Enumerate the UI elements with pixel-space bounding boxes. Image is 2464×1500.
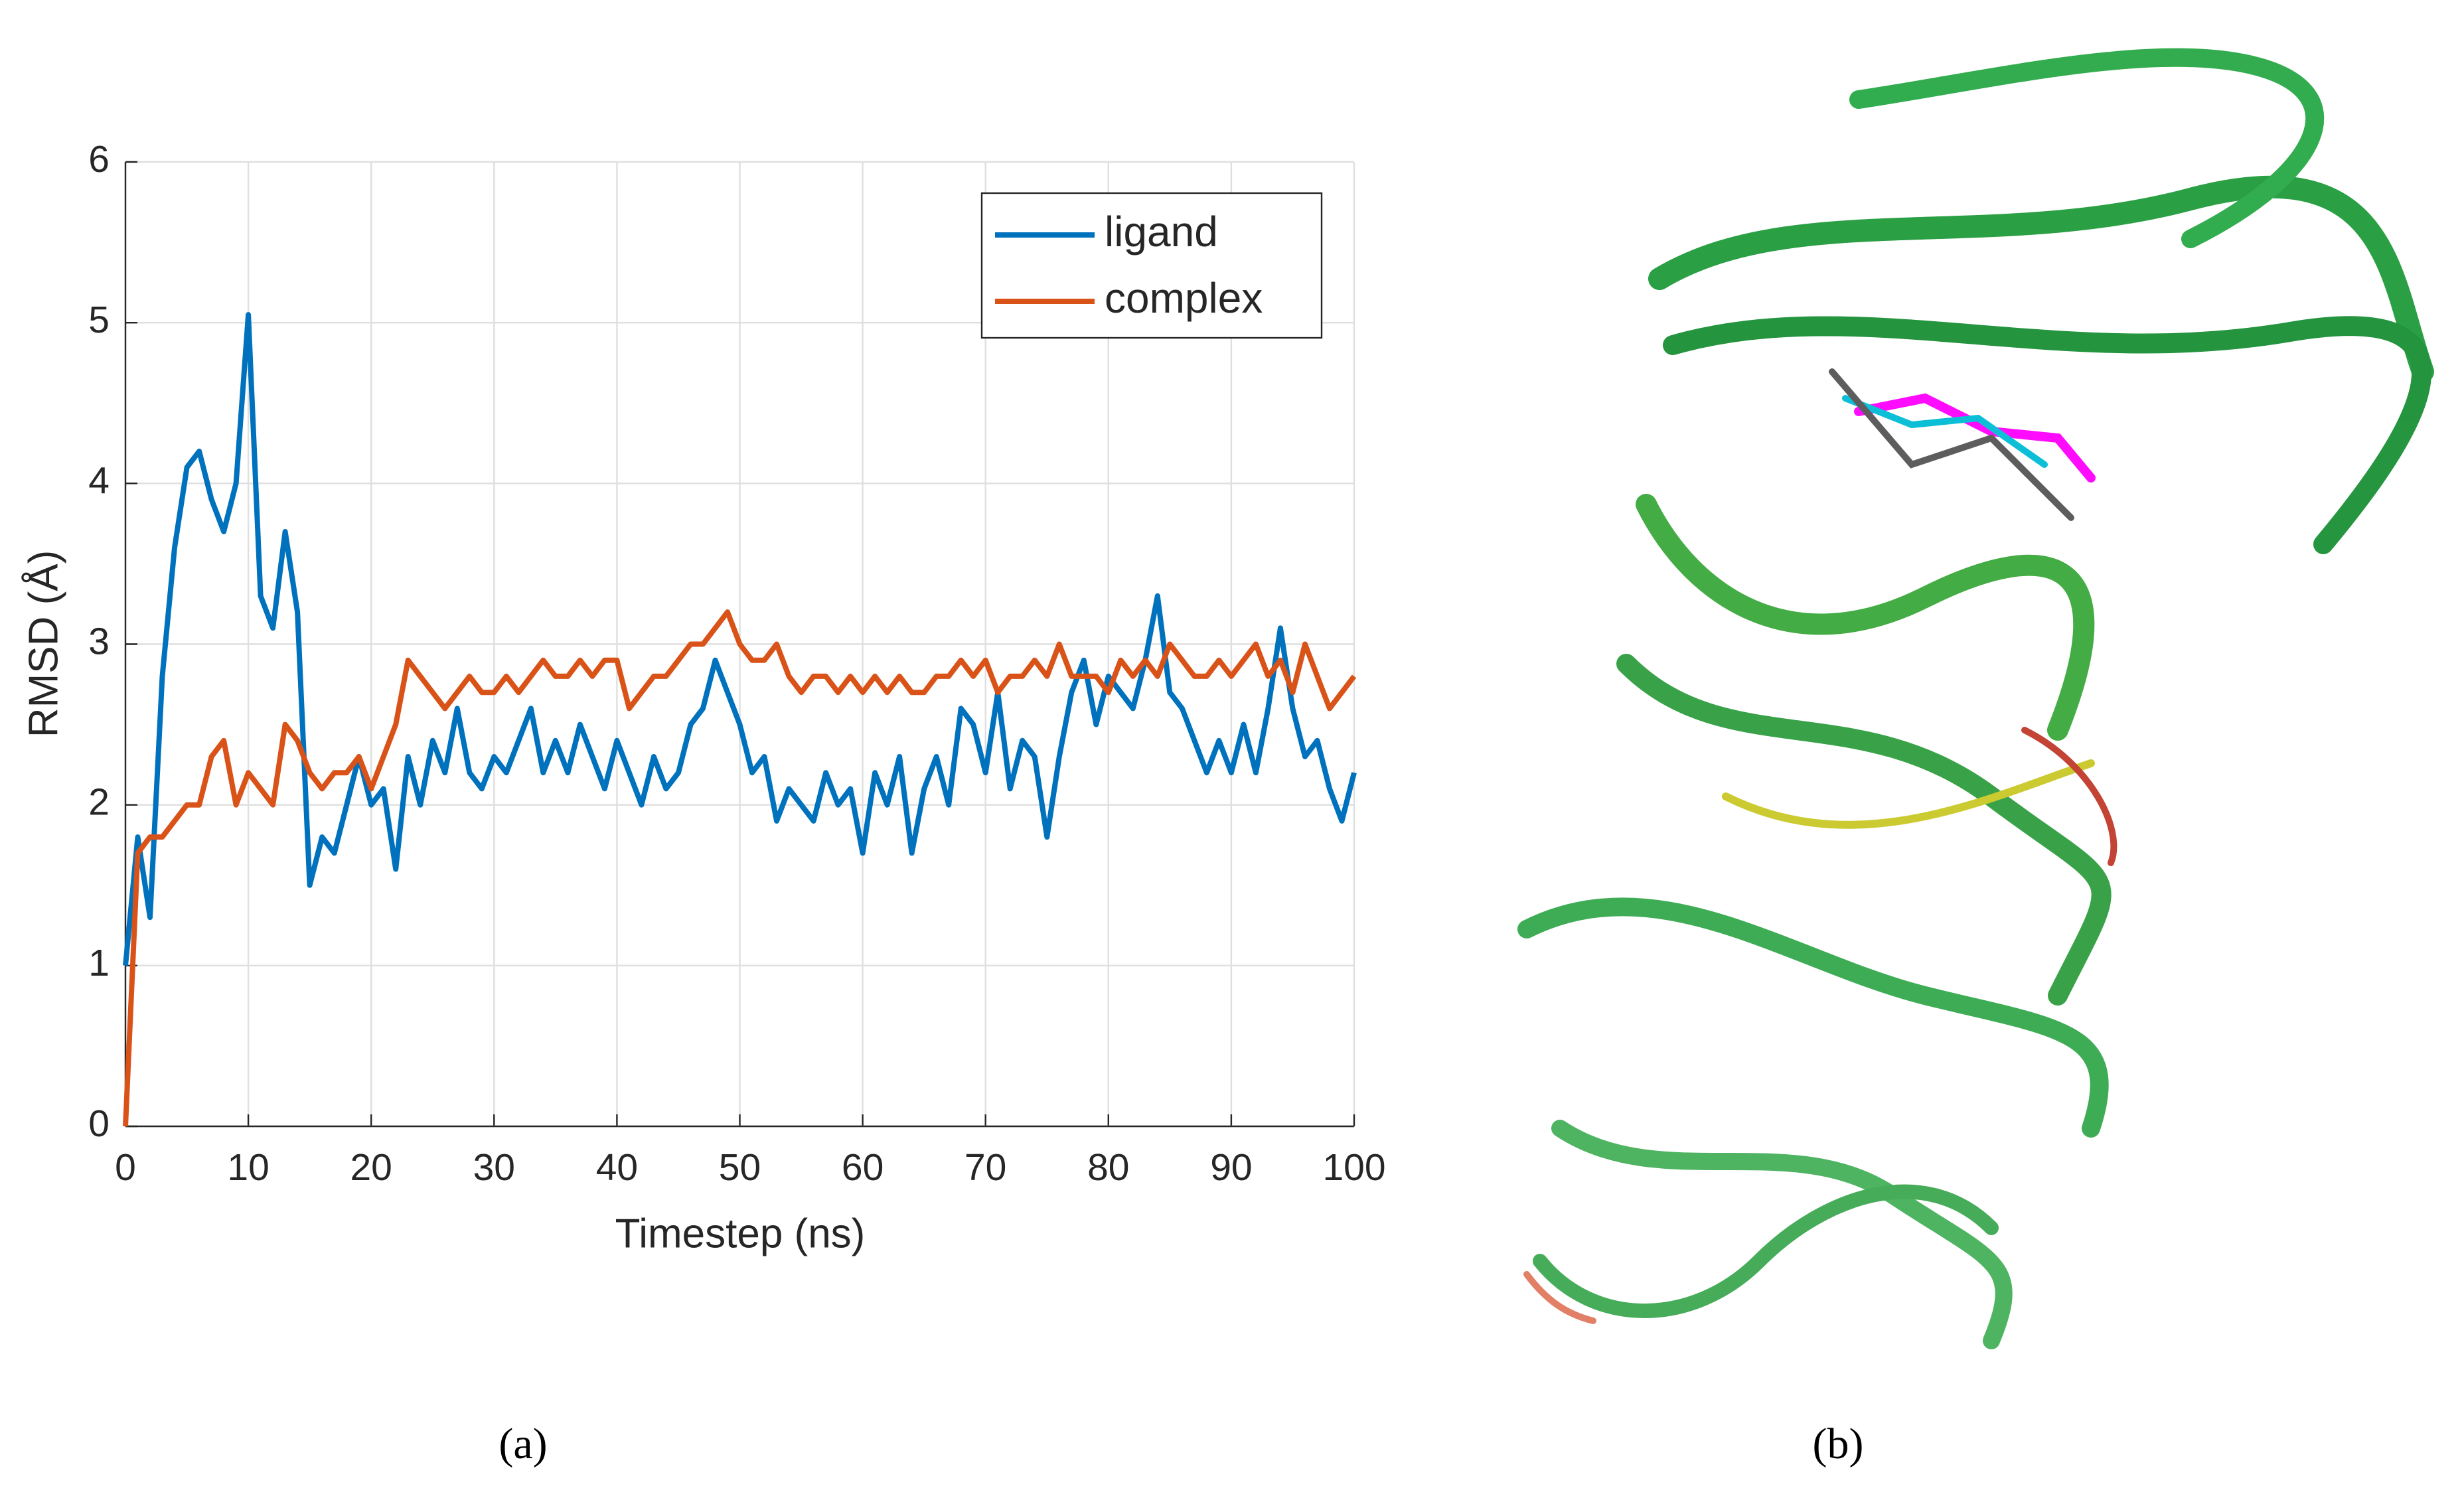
x-tick-label: 10	[227, 1146, 269, 1189]
x-tick-label: 20	[350, 1146, 392, 1189]
legend-box	[980, 192, 1323, 339]
x-axis-label: Timestep (ns)	[615, 1211, 866, 1256]
x-tick-label: 0	[115, 1146, 136, 1189]
x-tick-label: 70	[964, 1146, 1006, 1189]
x-tick-label: 100	[1322, 1146, 1385, 1189]
x-tick-label: 50	[719, 1146, 761, 1189]
y-tick-label: 6	[88, 138, 110, 181]
x-tick-label: 40	[596, 1146, 638, 1189]
x-tick-label: 60	[842, 1146, 884, 1189]
legend-label: ligand	[1105, 208, 1218, 256]
protein-structure	[1517, 48, 2434, 1349]
panel-label: (a)	[499, 1420, 547, 1468]
x-tick-label: 90	[1210, 1146, 1252, 1189]
y-tick-label: 1	[88, 942, 110, 984]
panel-label: (b)	[1813, 1420, 1864, 1468]
legend-label: complex	[1105, 274, 1263, 322]
x-tick-label: 80	[1087, 1146, 1129, 1189]
y-tick-label: 3	[88, 621, 110, 663]
y-tick-label: 5	[88, 299, 110, 341]
y-tick-label: 4	[88, 459, 110, 502]
data-line	[123, 609, 1357, 1127]
data-line	[123, 312, 1357, 966]
y-tick-label: 2	[88, 781, 110, 824]
y-tick-label: 0	[88, 1102, 110, 1145]
y-axis-label: RMSD (Å)	[21, 550, 66, 737]
x-tick-label: 30	[473, 1146, 515, 1189]
